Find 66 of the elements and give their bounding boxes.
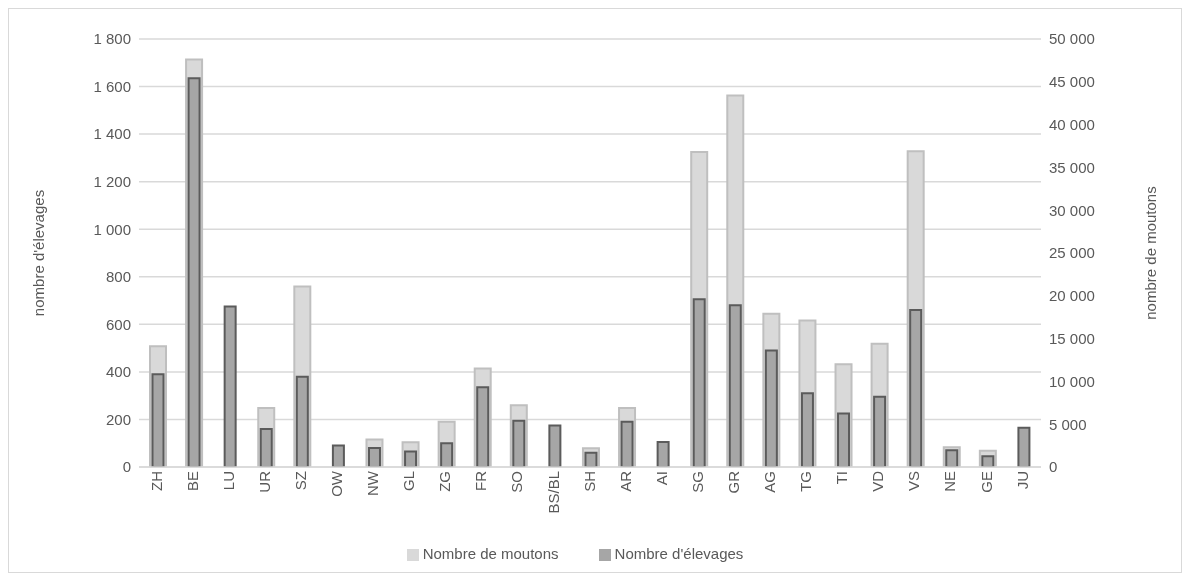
legend-label: Nombre de moutons [422, 545, 559, 562]
y2-tick-label: 0 [1049, 458, 1058, 476]
x-tick-label: SO [508, 471, 526, 493]
x-tick-label: JU [1013, 471, 1031, 490]
y2-tick-label: 30 000 [1049, 201, 1095, 219]
bar [692, 298, 706, 467]
bar [837, 412, 851, 467]
bar [331, 444, 345, 467]
bar [728, 304, 742, 467]
bar [1017, 426, 1031, 467]
x-tick-label: LU [219, 471, 237, 491]
bar [295, 375, 309, 467]
x-tick-label: VS [905, 471, 923, 492]
y2-tick-label: 25 000 [1049, 244, 1095, 262]
x-tick-label: AR [616, 470, 634, 492]
x-tick-label: ZH [147, 471, 165, 491]
x-tick-label: UR [255, 470, 273, 493]
x-tick-label: BE [183, 471, 201, 492]
x-tick-label: AI [652, 471, 670, 486]
y2-tick-label: 15 000 [1049, 329, 1095, 347]
y2-tick-label: 10 000 [1049, 372, 1095, 390]
bar [440, 442, 454, 467]
y2-tick-label: 40 000 [1049, 115, 1095, 133]
x-tick-label: GE [977, 471, 995, 493]
bar [909, 309, 923, 467]
y-tick-label: 1 000 [93, 220, 131, 238]
bar [656, 441, 670, 467]
x-tick-label: NE [941, 471, 959, 492]
bar [223, 305, 237, 467]
y-tick-label: 1 600 [93, 77, 131, 95]
bar [548, 424, 562, 467]
bar [259, 427, 273, 467]
bar [512, 419, 526, 467]
y-tick-label: 400 [105, 363, 131, 381]
x-tick-label: GR [724, 470, 742, 494]
y2-tick-label: 35 000 [1049, 158, 1095, 176]
legend-label: Nombre d'élevages [614, 545, 744, 562]
x-tick-label: FR [472, 470, 490, 491]
y2-tick-label: 50 000 [1049, 30, 1095, 48]
y-tick-label: 200 [105, 410, 131, 428]
x-tick-label: OW [328, 470, 346, 497]
bar [800, 392, 814, 467]
bar [873, 395, 887, 467]
x-tick-label: VD [869, 470, 887, 492]
y-tick-label: 1 200 [93, 172, 131, 190]
y-tick-label: 600 [105, 315, 131, 333]
y-tick-label: 800 [105, 268, 131, 286]
y-tick-label: 0 [122, 458, 131, 476]
x-tick-label: TG [797, 471, 815, 492]
y2-tick-label: 45 000 [1049, 73, 1095, 91]
x-tick-label: NW [364, 470, 382, 496]
x-tick-label: SZ [292, 471, 310, 491]
y2-axis-title: nombre de moutons [1142, 186, 1160, 320]
x-tick-label: TI [833, 471, 851, 485]
bar [764, 349, 778, 467]
y-axis-title: nombre d'élevages [30, 189, 48, 317]
y-tick-label: 1 800 [93, 30, 131, 48]
y2-tick-label: 5 000 [1049, 415, 1087, 433]
x-tick-label: ZG [436, 471, 454, 492]
x-tick-label: SH [580, 471, 598, 492]
x-tick-label: GL [400, 471, 418, 492]
x-tick-label: BS/BL [544, 471, 562, 514]
y2-tick-label: 20 000 [1049, 287, 1095, 305]
x-tick-label: AG [761, 471, 779, 493]
y-tick-label: 1 400 [93, 125, 131, 143]
x-tick-label: SG [688, 471, 706, 493]
